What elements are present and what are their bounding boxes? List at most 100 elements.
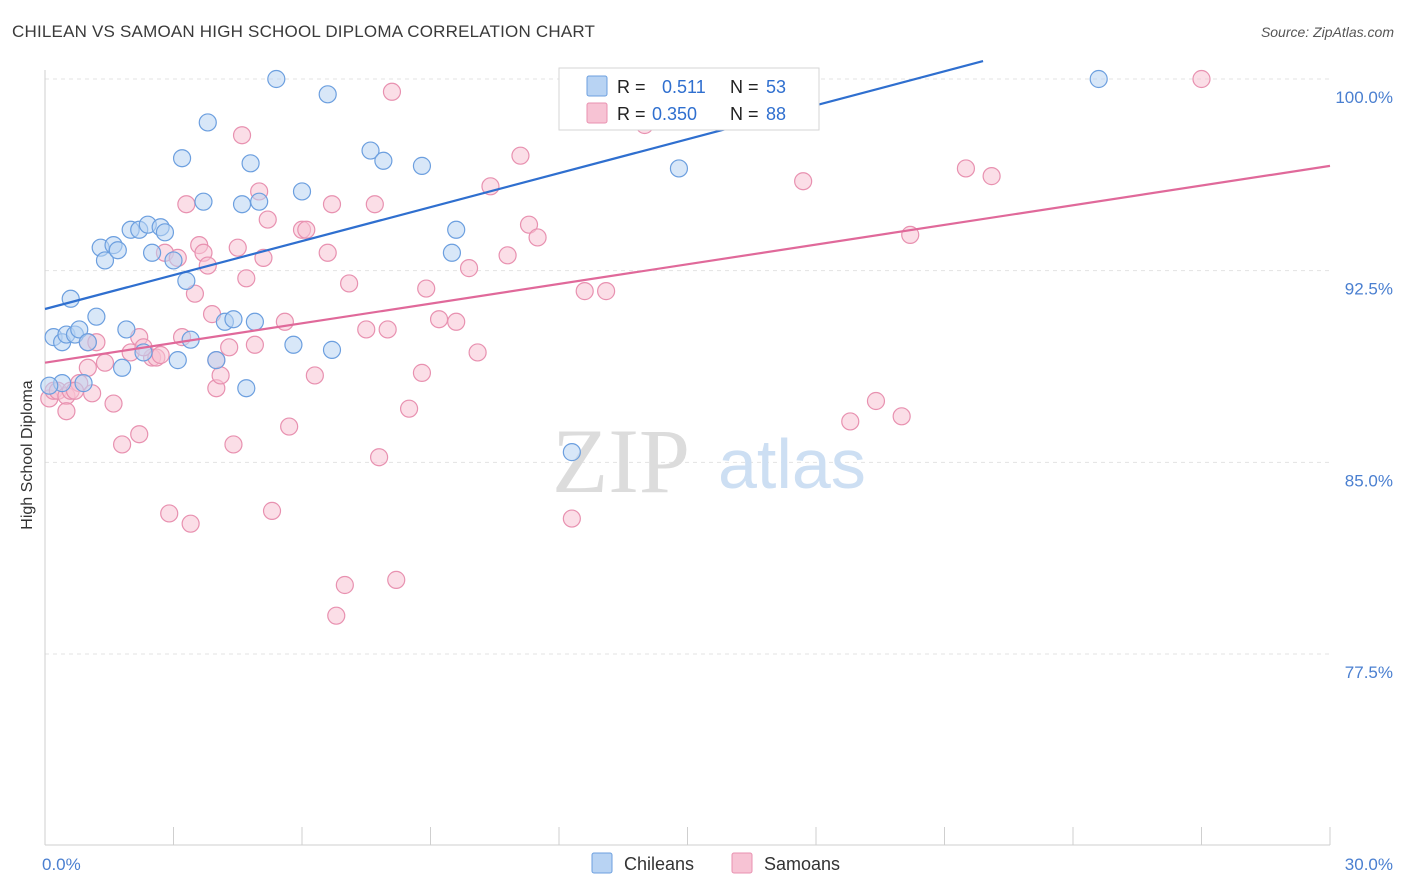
chilean-point — [207, 351, 226, 370]
samoan-point — [956, 159, 976, 178]
samoan-point — [335, 575, 354, 595]
samoan-point — [429, 310, 449, 329]
samoan-point — [340, 274, 359, 293]
chilean-point — [447, 220, 466, 239]
chilean-point — [194, 192, 213, 211]
gridlines — [45, 78, 1330, 655]
samoan-point — [562, 509, 581, 528]
samoan-point — [262, 501, 282, 520]
y-tick-label: 77.5% — [1345, 663, 1393, 682]
samoan-point — [866, 391, 886, 411]
chilean-point — [267, 69, 286, 89]
chilean-point — [112, 358, 132, 377]
samoan-point — [305, 366, 324, 385]
samoan-point — [112, 435, 132, 454]
y-tick-label: 92.5% — [1345, 280, 1393, 299]
samoan-point — [297, 220, 316, 239]
legend-n-label: N = — [730, 77, 759, 97]
chilean-point — [361, 141, 380, 160]
source-credit: Source: ZipAtlas.com — [1260, 24, 1394, 40]
samoans-trend-line — [44, 164, 1331, 364]
chilean-point — [142, 243, 162, 262]
watermark-atlas-text: atlas — [718, 425, 866, 503]
legend-label-chileans: Chileans — [624, 854, 694, 874]
series-legend: Chileans Samoans — [591, 852, 840, 874]
samoan-point — [841, 412, 860, 431]
x-tick-label: 0.0% — [42, 855, 81, 874]
samoan-point — [399, 399, 419, 418]
chilean-point — [232, 195, 252, 214]
samoan-point — [245, 335, 264, 354]
chilean-point — [74, 374, 93, 393]
samoan-point — [468, 343, 487, 362]
x-tick-label: 30.0% — [1345, 855, 1393, 874]
samoan-point — [185, 284, 205, 303]
chilean-point — [292, 182, 312, 201]
chilean-point — [40, 376, 59, 395]
chilean-point — [108, 241, 127, 260]
samoan-point — [382, 82, 402, 101]
chilean-point — [95, 251, 115, 270]
samoan-point — [220, 338, 239, 357]
chileans-trend-line — [44, 60, 984, 311]
chilean-point — [168, 351, 187, 370]
chilean-point — [87, 307, 106, 326]
chilean-point — [322, 340, 342, 359]
samoan-point — [78, 358, 97, 377]
chilean-point — [1089, 69, 1108, 89]
chilean-point — [237, 379, 256, 398]
chileans-points — [40, 69, 1108, 462]
samoan-point — [498, 246, 517, 265]
samoans-points — [40, 69, 1211, 625]
samoan-point — [597, 282, 616, 301]
chilean-point — [177, 271, 196, 290]
samoan-point — [104, 394, 123, 413]
legend-swatch-chileans — [591, 852, 613, 874]
samoan-point — [160, 504, 179, 523]
samoan-point — [322, 195, 342, 214]
chilean-point — [198, 113, 217, 132]
legend-n-value: 53 — [766, 77, 786, 97]
chilean-point — [155, 223, 175, 242]
samoan-point — [318, 243, 337, 262]
legend-swatch-chileans — [586, 75, 608, 97]
watermark-zip-text: ZIP — [552, 410, 690, 512]
chilean-point — [284, 335, 303, 354]
samoan-point — [280, 417, 299, 436]
samoan-point — [224, 435, 243, 454]
samoan-point — [447, 312, 466, 331]
legend-swatch-samoans — [731, 852, 753, 874]
samoan-point — [228, 238, 247, 257]
samoan-point — [892, 407, 911, 426]
chilean-point — [442, 243, 462, 262]
samoan-point — [177, 195, 196, 214]
chilean-point — [164, 251, 183, 270]
samoan-point — [417, 279, 436, 298]
chilean-point — [245, 312, 264, 331]
watermark: ZIP atlas — [552, 410, 866, 512]
correlation-legend: R = 0.511 N = 53 R = 0.350 N = 88 — [558, 67, 820, 131]
chilean-point — [224, 310, 243, 329]
chilean-point — [70, 320, 89, 339]
samoan-point — [211, 366, 230, 385]
samoan-point — [181, 514, 200, 533]
legend-label-samoans: Samoans — [764, 854, 840, 874]
chilean-point — [374, 151, 393, 170]
chilean-point — [117, 320, 136, 339]
samoan-point — [232, 126, 252, 145]
samoan-point — [412, 363, 432, 382]
legend-r-value: 0.511 — [662, 77, 706, 97]
y-tick-label: 85.0% — [1345, 471, 1393, 490]
samoan-point — [519, 215, 539, 234]
samoan-point — [1192, 69, 1211, 89]
samoan-point — [151, 345, 170, 365]
chart-title: CHILEAN VS SAMOAN HIGH SCHOOL DIPLOMA CO… — [12, 22, 596, 41]
chilean-point — [562, 443, 581, 462]
y-tick-label: 100.0% — [1335, 88, 1393, 107]
trend-lines — [44, 60, 1331, 364]
samoan-point — [982, 167, 1001, 186]
samoan-point — [365, 195, 384, 214]
samoan-point — [511, 146, 530, 165]
legend-r-value: 0.350 — [652, 104, 697, 124]
samoan-point — [528, 228, 547, 247]
